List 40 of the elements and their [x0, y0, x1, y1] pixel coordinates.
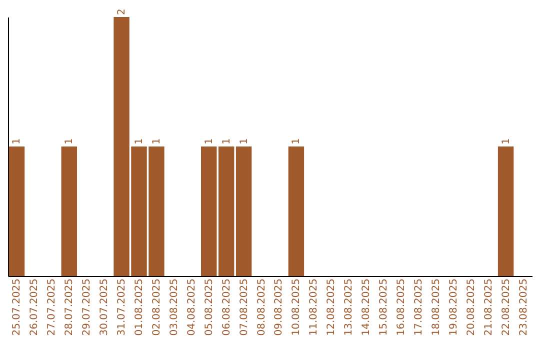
x-tick-label: 02.08.2025 [151, 278, 162, 336]
data-label: 1 [204, 138, 215, 144]
x-tick-label: 25.07.2025 [12, 278, 23, 336]
x-tick-label: 21.08.2025 [483, 278, 494, 336]
x-tick-label: 04.08.2025 [186, 278, 198, 336]
x-tick-label: 18.08.2025 [430, 278, 442, 336]
x-tick-label: 08.08.2025 [256, 278, 268, 336]
data-label: 1 [12, 138, 23, 144]
x-tick-label: 03.08.2025 [168, 278, 180, 336]
x-tick-label: 29.07.2025 [82, 278, 93, 336]
x-tick-label: 31.07.2025 [116, 278, 128, 336]
x-tick-label: 01.08.2025 [134, 278, 145, 336]
x-tick-label: 12.08.2025 [326, 278, 338, 336]
x-tick-label: 23.08.2025 [518, 278, 530, 336]
x-tick-label: 15.08.2025 [378, 278, 390, 336]
x-tick-label: 17.08.2025 [413, 278, 424, 336]
x-tick-label: 19.08.2025 [448, 278, 460, 336]
x-tick-label: 07.08.2025 [238, 278, 250, 336]
data-label: 1 [151, 138, 162, 144]
x-tick-label: 11.08.2025 [308, 278, 320, 336]
x-tick-label: 20.08.2025 [466, 278, 477, 336]
x-tick-label: 27.07.2025 [46, 278, 58, 336]
data-label: 1 [64, 138, 76, 144]
x-tick-label: 14.08.2025 [361, 278, 372, 336]
x-tick-label: 10.08.2025 [291, 278, 302, 336]
data-label: 1 [238, 138, 250, 144]
x-tick-label: 28.07.2025 [64, 278, 76, 336]
x-tick-label: 22.08.2025 [500, 278, 512, 336]
x-tick-label: 06.08.2025 [221, 278, 232, 336]
data-label: 1 [134, 138, 145, 144]
x-tick-label: 09.08.2025 [274, 278, 285, 336]
data-label: 1 [291, 138, 302, 144]
x-tick-label: 26.07.2025 [29, 278, 40, 336]
data-label: 1 [221, 138, 232, 144]
data-label: 1 [500, 138, 512, 144]
x-tick-label: 13.08.2025 [344, 278, 355, 336]
data-label: 2 [116, 8, 128, 15]
x-tick-label: 16.08.2025 [396, 278, 407, 336]
x-tick-label: 30.07.2025 [99, 278, 110, 336]
x-tick-label: 05.08.2025 [204, 278, 215, 336]
